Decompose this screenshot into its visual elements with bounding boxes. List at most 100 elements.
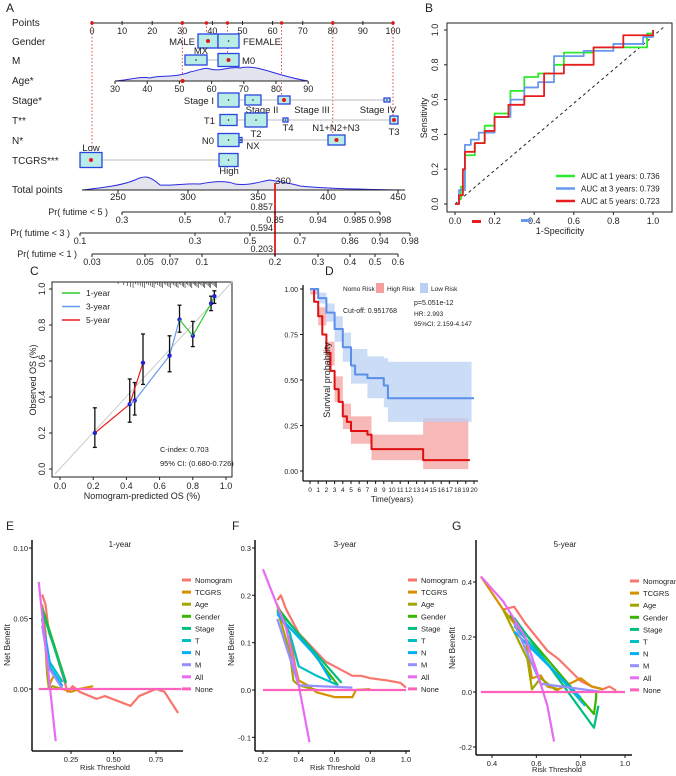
y-tick-label: 0.0 [37,463,47,476]
probability-tick-label: 0.98 [401,236,419,246]
legend-label: Stage [421,624,441,633]
points-tick-label: 30 [177,26,187,36]
plot-frame [446,22,673,213]
panel-label-b: B [425,1,433,15]
y-tick-label: 1.0 [37,283,47,296]
total-points-density-curve [81,176,406,191]
legend-label: T [643,638,648,647]
dca-title: 1-year [109,540,132,549]
x-tick-label: 0.2 [258,755,268,764]
selected-point-marker [331,21,335,25]
level-dot [195,59,197,61]
points-label: Points [12,18,40,29]
selected-point-marker [204,21,209,25]
x-tick-label: 3 [333,487,337,494]
legend-label: All [421,673,430,682]
y-axis-label: Net Benefit [226,623,236,666]
legend-label: Age [421,600,434,609]
x-tick-label: 19 [462,487,470,494]
legend-label: N [195,649,200,658]
legend-label: Stage [643,625,663,634]
probability-tick-label: 0.5 [179,215,192,225]
y-tick-label: 0.6 [430,93,440,106]
hr-text: HR: 2.993 [414,311,444,318]
probability-tick-label: 0.1 [196,257,209,267]
level-label: FEMALE [243,37,281,48]
probability-tick-label: 0.4 [344,257,357,267]
dca-curve-nomogram [502,605,617,692]
legend-label: High Risk [387,286,416,293]
legend-label: None [643,686,661,695]
y-tick-label: 0.2 [37,427,47,440]
panel-label-d: D [325,264,334,278]
dca-curve-stage [276,608,343,684]
x-tick-label: 1.0 [401,755,411,764]
x-tick-label: 0.4 [294,755,304,764]
dca-curve-gender [508,614,598,716]
points-tick-label: 0 [89,26,94,36]
level-label: Stage II [246,105,279,116]
y-tick-label: 0.1 [241,639,251,648]
legend-label: Stage [195,624,215,633]
ci-text: 95%CI: 2.159-4.147 [414,321,472,328]
selected-point-marker [391,21,395,25]
x-tick-label: 4 [341,487,345,494]
x-tick-label: 0.8 [575,759,585,768]
selected-dot [89,158,93,162]
age-tick-label: 90 [303,84,313,94]
x-tick-label: 0.4 [487,759,497,768]
points-tick-label: 20 [147,26,157,36]
y-tick-label: 0.00 [13,685,28,694]
x-tick-label: 8 [374,487,378,494]
y-tick-label: 0.05 [13,615,28,624]
age-tick-label: 50 [174,84,184,94]
probability-label: Pr( futime < 3 ) [10,228,70,238]
legend-label: Nomogram [643,577,676,586]
y-axis-label: Observed OS (%) [28,344,38,415]
legend-label: TCGRS [421,588,447,597]
y-tick-label: 0.4 [37,391,47,404]
legend-artifact [472,220,481,223]
selected-dot [392,118,396,122]
dca-curve-age [276,609,317,692]
y-tick-label: 0.8 [37,319,47,332]
x-tick-label: 12 [405,487,413,494]
panel-label-e: E [6,519,14,533]
calibration-point-marker [212,294,217,299]
selected-point-marker [279,21,284,25]
probability-label: Pr( futime < 1 ) [17,249,77,259]
cutoff-text: Cut-off: 0.951768 [343,308,397,315]
probability-tick-label: 0.94 [371,236,389,246]
selected-dot [206,39,210,43]
panel-label-a: A [6,1,14,15]
level-dot [386,99,388,101]
level-label: MALE [169,37,195,48]
probability-tick-label: 0.7 [294,236,307,246]
probability-tick-label: 0.5 [369,257,382,267]
probability-tick-label: 0.86 [341,236,359,246]
y-tick-label: 0.2 [462,633,472,642]
level-label: T4 [282,123,293,134]
row-label: Age* [12,76,34,87]
c-index-text: C-index: 0.703 [160,445,209,454]
y-tick-label: 0.4 [462,578,472,587]
y-tick-label: 0.0 [430,198,440,211]
x-tick-label: 1.0 [220,481,233,491]
y-tick-label: 0.4 [430,128,440,141]
legend-label: Age [643,601,656,610]
level-label: NX [246,141,260,152]
age-tick-label: 30 [110,84,120,94]
level-dot [227,119,230,121]
age-tick-label: 60 [207,84,217,94]
level-label: Stage IV [360,105,397,116]
total-points-tick-label: 450 [390,192,406,203]
selected-point-marker [90,21,94,25]
probability-label: Pr( futime < 5 ) [48,207,108,217]
legend-label: Gender [421,612,447,621]
probability-tick-label: 0.998 [369,215,392,225]
legend-label: AUC at 5 years: 0.723 [581,197,660,206]
y-tick-label: 0.10 [13,544,28,553]
legend-title: Nomo Risk [343,286,376,293]
legend-label: N [421,649,426,658]
level-label: Low [82,143,100,154]
